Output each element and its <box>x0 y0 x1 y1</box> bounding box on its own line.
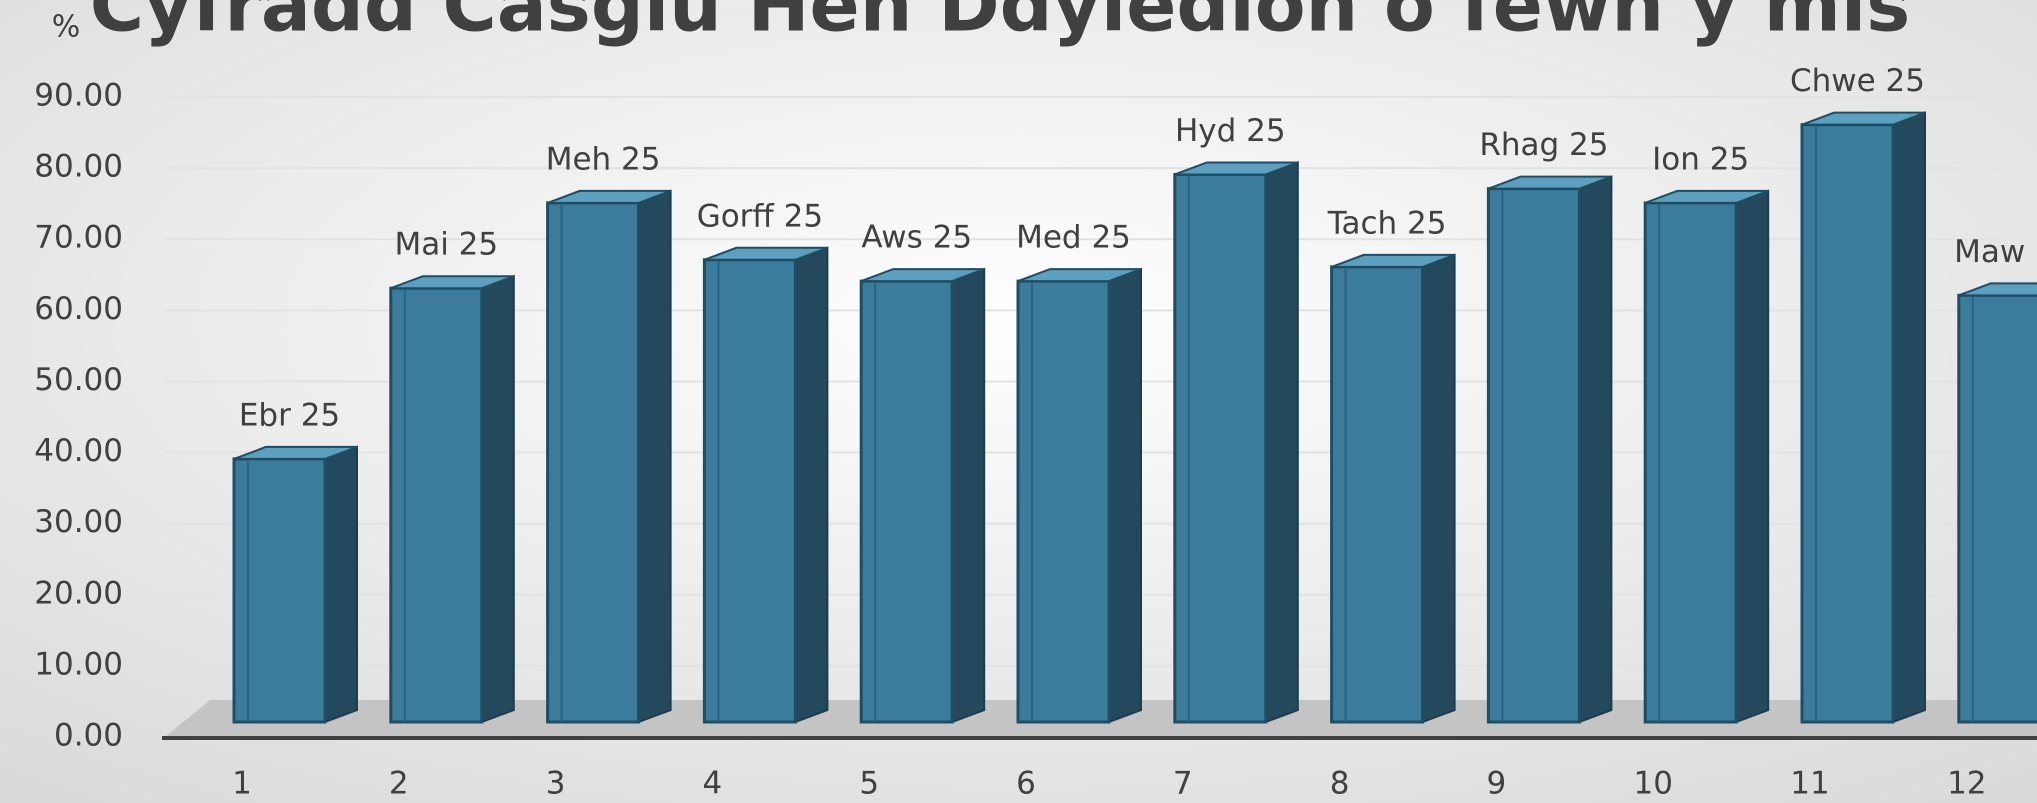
bar-top <box>1017 268 1142 283</box>
bar-top <box>233 445 358 460</box>
y-tick-label: 50.00 <box>34 362 123 398</box>
x-tick-label: 5 <box>859 766 879 802</box>
bar-side <box>1892 111 1926 724</box>
bar <box>1957 293 2037 724</box>
bar <box>1800 123 1895 724</box>
bar-top <box>390 275 515 290</box>
bar-side <box>637 189 672 724</box>
bar-top <box>1488 175 1612 190</box>
bar-label: Ion 25 <box>1652 141 1749 177</box>
bar-side <box>324 445 358 724</box>
bar-side <box>951 267 986 724</box>
bar-top <box>1958 282 2037 297</box>
bar <box>1016 279 1111 724</box>
bar-label: Med 25 <box>1016 220 1131 256</box>
bar-top <box>704 246 828 261</box>
bar-label: Tach 25 <box>1327 205 1447 241</box>
y-tick-label: 90.00 <box>34 78 123 114</box>
y-axis-label: % <box>52 10 81 45</box>
bar-top <box>547 189 671 204</box>
y-tick-label: 0.00 <box>54 718 123 754</box>
bar <box>1643 201 1738 724</box>
x-tick-label: 7 <box>1173 766 1193 802</box>
bar-label: Chwe 25 <box>1790 63 1925 99</box>
bar-top <box>860 268 985 283</box>
bar-label: Hyd 25 <box>1175 113 1286 149</box>
bar-label: Ebr 25 <box>239 397 340 433</box>
bar-side <box>1735 189 1770 724</box>
x-tick-label: 9 <box>1487 766 1507 802</box>
chart-title: Cyfradd Casglu Hen Ddyledion o fewn y mi… <box>90 0 1911 49</box>
x-tick-label: 8 <box>1330 766 1350 802</box>
bar-top <box>1174 161 1299 176</box>
bar-side <box>1578 175 1613 724</box>
bar <box>702 258 797 724</box>
x-tick-label: 12 <box>1947 766 1986 802</box>
y-tick-label: 20.00 <box>34 575 123 611</box>
x-tick-label: 4 <box>703 766 723 802</box>
bar-label: Gorff 25 <box>697 198 823 234</box>
bar-label: Maw 25 <box>1954 234 2037 270</box>
bar-top <box>1331 253 1455 268</box>
x-tick-label: 2 <box>389 766 409 802</box>
x-tick-label: 6 <box>1016 766 1036 802</box>
bar <box>1173 172 1268 724</box>
x-tick-label: 10 <box>1633 766 1672 802</box>
x-tick-label: 1 <box>232 766 252 802</box>
bar <box>1486 187 1581 724</box>
y-tick-label: 30.00 <box>34 504 123 540</box>
bar <box>389 286 484 724</box>
y-tick-label: 80.00 <box>34 149 123 185</box>
bar <box>232 457 327 724</box>
y-tick-label: 60.00 <box>34 291 123 327</box>
bar-side <box>794 246 829 724</box>
y-tick-label: 70.00 <box>34 220 123 256</box>
y-tick-label: 10.00 <box>34 646 123 682</box>
x-tick-label: 3 <box>546 766 566 802</box>
bar-side <box>1264 161 1299 724</box>
bar-label: Aws 25 <box>861 220 972 256</box>
bar-side <box>480 274 515 724</box>
x-tick-label: 11 <box>1790 766 1829 802</box>
bar-label: Meh 25 <box>546 141 661 177</box>
bar-top <box>1644 189 1769 204</box>
bar-side <box>1421 253 1456 724</box>
bar-label: Mai 25 <box>394 227 498 263</box>
bar-top <box>1801 111 1926 126</box>
bar-side <box>1108 267 1142 724</box>
bar <box>546 201 641 724</box>
bar-label: Rhag 25 <box>1479 127 1608 163</box>
y-tick-label: 40.00 <box>34 433 123 469</box>
